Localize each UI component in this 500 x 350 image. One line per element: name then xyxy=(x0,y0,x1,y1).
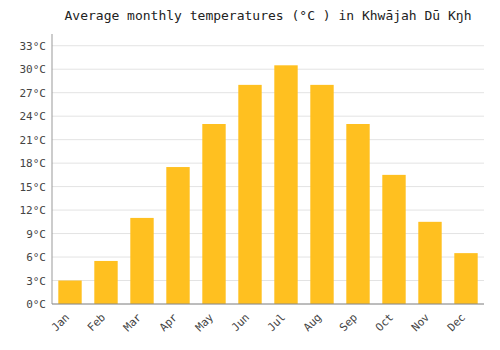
bar xyxy=(454,253,477,304)
grid xyxy=(52,46,484,304)
grid-line xyxy=(52,116,484,117)
bar xyxy=(418,222,441,304)
x-tick-label: Feb xyxy=(85,311,108,334)
bar xyxy=(166,167,189,304)
grid-line xyxy=(52,210,484,211)
y-tick-label: 18°C xyxy=(20,157,47,170)
bar xyxy=(202,124,225,304)
grid-line xyxy=(52,69,484,70)
y-axis-line xyxy=(52,34,53,304)
x-tick-label: Aug xyxy=(301,311,324,334)
x-axis-line xyxy=(52,304,484,305)
x-tick-label: Mar xyxy=(121,311,145,335)
grid-line xyxy=(52,163,484,164)
y-tick-label: 3°C xyxy=(26,275,46,288)
y-tick-label: 12°C xyxy=(20,204,47,217)
chart-container: Average monthly temperatures (°C ) in Kh… xyxy=(0,0,500,350)
bars xyxy=(58,65,477,304)
x-tick-label: Nov xyxy=(409,311,433,335)
grid-line xyxy=(52,92,484,93)
x-tick-label: Jan xyxy=(49,311,72,334)
bar xyxy=(274,65,297,304)
y-tick-label: 9°C xyxy=(26,228,46,241)
bar xyxy=(130,218,153,304)
bar xyxy=(310,85,333,304)
x-tick-label: Jun xyxy=(229,311,252,334)
y-tick-label: 30°C xyxy=(20,63,47,76)
bar xyxy=(58,281,81,304)
bar xyxy=(238,85,261,304)
title: Average monthly temperatures (°C ) in Kh… xyxy=(65,8,472,23)
y-tick-label: 0°C xyxy=(26,298,46,311)
grid-line xyxy=(52,186,484,187)
grid-line xyxy=(52,45,484,46)
y-tick-label: 6°C xyxy=(26,251,46,264)
x-tick-label: Dec xyxy=(445,311,468,334)
y-tick-label: 33°C xyxy=(20,40,47,53)
y-tick-label: 15°C xyxy=(20,181,47,194)
x-tick-label: Jul xyxy=(265,311,288,334)
bar xyxy=(346,124,369,304)
bar xyxy=(382,175,405,304)
bar xyxy=(94,261,117,304)
y-tick-label: 24°C xyxy=(20,110,47,123)
chart: Average monthly temperatures (°C ) in Kh… xyxy=(0,0,500,350)
y-tick-label: 27°C xyxy=(20,87,47,100)
x-tick-label: May xyxy=(193,311,217,335)
grid-line xyxy=(52,304,484,305)
x-tick-label: Oct xyxy=(373,311,396,334)
y-tick-label: 21°C xyxy=(20,134,47,147)
x-tick-label: Apr xyxy=(157,311,181,335)
x-tick-label: Sep xyxy=(337,311,360,334)
grid-line xyxy=(52,139,484,140)
